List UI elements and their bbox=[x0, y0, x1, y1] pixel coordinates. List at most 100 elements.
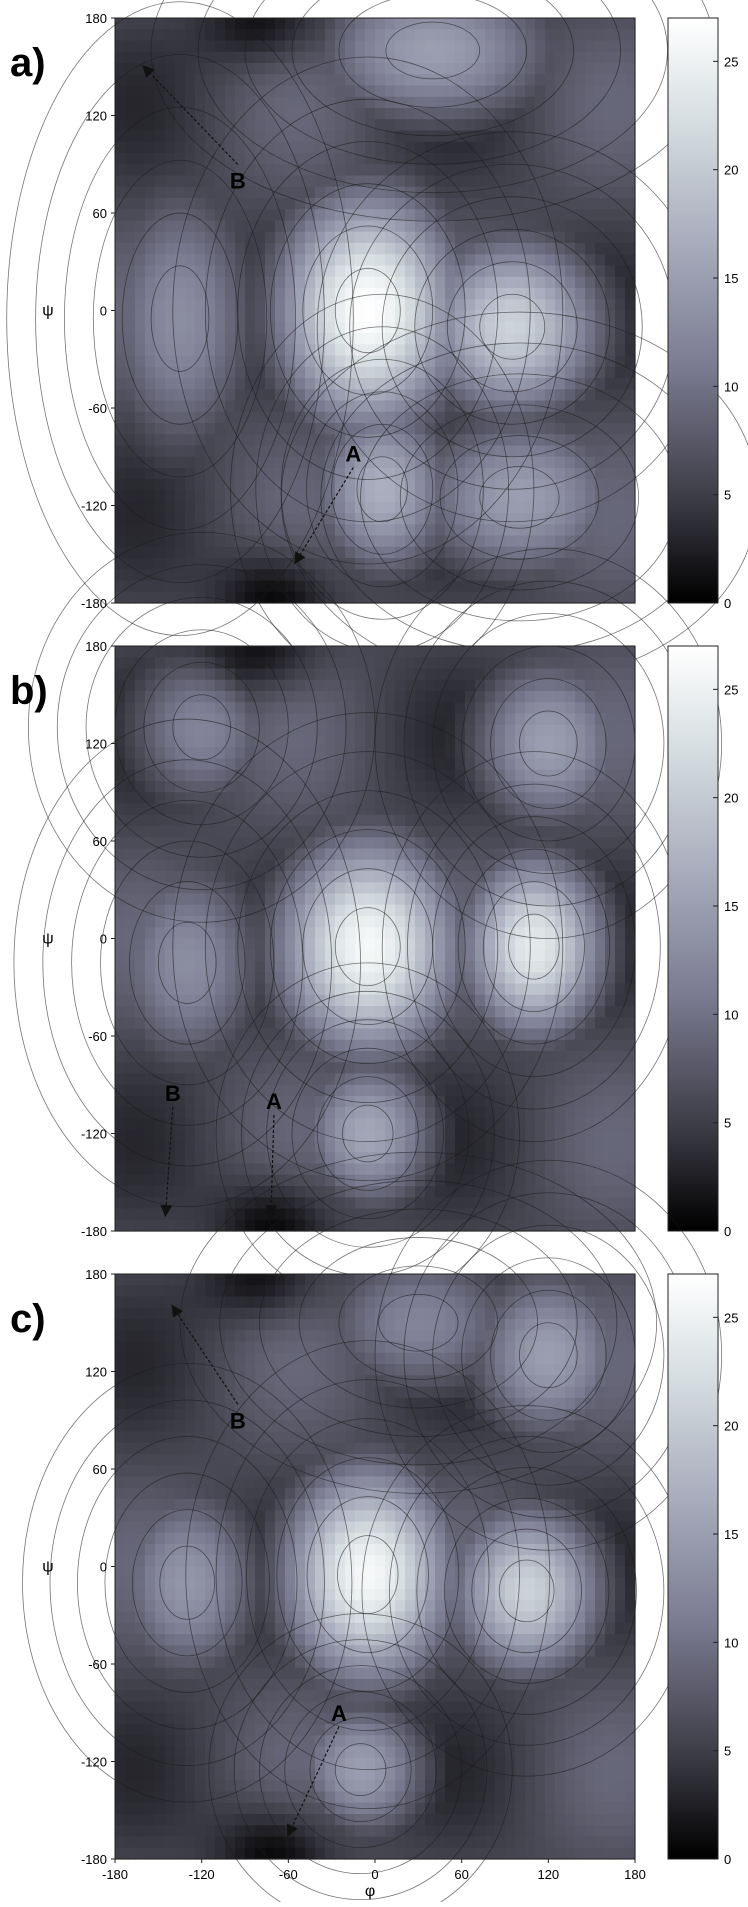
heatmap-cell bbox=[515, 412, 526, 424]
heatmap-cell bbox=[365, 882, 376, 894]
heatmap-cell bbox=[455, 491, 466, 503]
heatmap-cell bbox=[605, 243, 616, 255]
heatmap-cell bbox=[475, 972, 486, 984]
heatmap-cell bbox=[195, 1051, 206, 1063]
heatmap-cell bbox=[435, 243, 446, 255]
heatmap-cell bbox=[555, 153, 566, 165]
heatmap-cell bbox=[185, 468, 196, 480]
heatmap-cell bbox=[375, 1164, 386, 1176]
heatmap-cell bbox=[305, 1141, 316, 1153]
heatmap-cell bbox=[385, 1062, 396, 1074]
colorbar-tick-label: 25 bbox=[724, 54, 738, 69]
heatmap-cell bbox=[115, 927, 126, 939]
heatmap-cell bbox=[625, 232, 636, 244]
heatmap-cell bbox=[465, 1130, 476, 1142]
heatmap-cell bbox=[295, 479, 306, 491]
heatmap-cell bbox=[445, 691, 456, 703]
heatmap-cell bbox=[145, 961, 156, 973]
heatmap-cell bbox=[445, 916, 456, 928]
heatmap-cell bbox=[345, 927, 356, 939]
heatmap-cell bbox=[475, 961, 486, 973]
heatmap-cell bbox=[485, 547, 496, 559]
heatmap-cell bbox=[135, 491, 146, 503]
heatmap-cell bbox=[425, 1107, 436, 1119]
heatmap-cell bbox=[335, 311, 346, 323]
heatmap-cell bbox=[385, 781, 396, 793]
heatmap-cell bbox=[595, 41, 606, 53]
heatmap-cell bbox=[625, 243, 636, 255]
heatmap-cell bbox=[525, 860, 536, 872]
heatmap-cell bbox=[205, 479, 216, 491]
heatmap-cell bbox=[115, 378, 126, 390]
heatmap-cell bbox=[425, 513, 436, 525]
panel-label: a) bbox=[10, 41, 46, 85]
heatmap-cell bbox=[365, 378, 376, 390]
heatmap-cell bbox=[395, 176, 406, 188]
heatmap-cell bbox=[395, 592, 406, 604]
heatmap-cell bbox=[535, 826, 546, 838]
heatmap-cell bbox=[155, 479, 166, 491]
heatmap-cell bbox=[535, 209, 546, 221]
heatmap-cell bbox=[245, 423, 256, 435]
heatmap-cell bbox=[375, 389, 386, 401]
heatmap-cell bbox=[305, 927, 316, 939]
heatmap-cell bbox=[435, 1119, 446, 1131]
heatmap-cell bbox=[125, 702, 136, 714]
heatmap-cell bbox=[265, 29, 276, 41]
heatmap-cell bbox=[165, 939, 176, 951]
heatmap-cell bbox=[445, 209, 456, 221]
heatmap-cell bbox=[245, 747, 256, 759]
heatmap-cell bbox=[355, 916, 366, 928]
heatmap-cell bbox=[515, 18, 526, 30]
heatmap-cell bbox=[325, 389, 336, 401]
heatmap-cell bbox=[125, 1062, 136, 1074]
heatmap-cell bbox=[395, 536, 406, 548]
heatmap-cell bbox=[275, 871, 286, 883]
heatmap-cell bbox=[145, 1130, 156, 1142]
heatmap-cell bbox=[215, 288, 226, 300]
heatmap-cell bbox=[555, 389, 566, 401]
heatmap-cell bbox=[625, 131, 636, 143]
heatmap-cell bbox=[335, 1220, 346, 1232]
heatmap-cell bbox=[145, 401, 156, 413]
heatmap-cell bbox=[285, 333, 296, 345]
heatmap-cell bbox=[585, 164, 596, 176]
heatmap-cell bbox=[235, 1186, 246, 1198]
heatmap-cell bbox=[205, 804, 216, 816]
y-axis-label: ψ bbox=[42, 303, 53, 320]
heatmap-cell bbox=[295, 747, 306, 759]
heatmap-cell bbox=[325, 759, 336, 771]
heatmap-cell bbox=[305, 939, 316, 951]
heatmap-cell bbox=[365, 1074, 376, 1086]
heatmap-cell bbox=[145, 119, 156, 131]
heatmap-cell bbox=[215, 468, 226, 480]
heatmap-cell bbox=[385, 108, 396, 120]
heatmap-cell bbox=[535, 254, 546, 266]
heatmap-cell bbox=[215, 747, 226, 759]
heatmap-cell bbox=[275, 333, 286, 345]
heatmap-cell bbox=[245, 1006, 256, 1018]
heatmap-cell bbox=[195, 524, 206, 536]
heatmap-cell bbox=[495, 198, 506, 210]
heatmap-cell bbox=[345, 669, 356, 681]
heatmap-cell bbox=[435, 950, 446, 962]
heatmap-cell bbox=[375, 826, 386, 838]
heatmap-cell bbox=[605, 423, 616, 435]
heatmap-cell bbox=[355, 41, 366, 53]
heatmap-cell bbox=[185, 18, 196, 30]
heatmap-cell bbox=[445, 119, 456, 131]
heatmap-cell bbox=[425, 86, 436, 98]
heatmap-cell bbox=[185, 63, 196, 75]
heatmap-cell bbox=[365, 63, 376, 75]
heatmap-cell bbox=[195, 1175, 206, 1187]
heatmap-cell bbox=[335, 1062, 346, 1074]
heatmap-cell bbox=[295, 299, 306, 311]
heatmap-cell bbox=[225, 1130, 236, 1142]
heatmap-cell bbox=[275, 972, 286, 984]
heatmap-cell bbox=[405, 916, 416, 928]
heatmap-cell bbox=[375, 108, 386, 120]
heatmap-cell bbox=[225, 1062, 236, 1074]
heatmap-cell bbox=[135, 412, 146, 424]
heatmap-cell bbox=[225, 1029, 236, 1041]
heatmap-cell bbox=[475, 569, 486, 581]
